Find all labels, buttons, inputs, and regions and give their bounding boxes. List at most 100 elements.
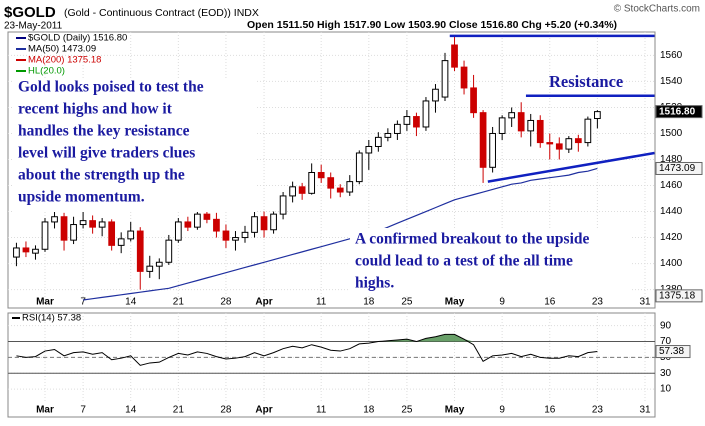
y-tick-label: 90 — [660, 320, 672, 331]
x-tick-label: 25 — [401, 297, 413, 308]
annotation-text: highs. — [355, 275, 394, 292]
candle-body — [127, 230, 135, 240]
candle-body — [146, 265, 154, 272]
candle-body — [498, 117, 506, 134]
y-tick-label: 1460 — [660, 180, 683, 191]
candle-body — [22, 247, 30, 253]
candle-body — [355, 152, 363, 183]
last-value-box — [655, 161, 703, 175]
candle-body — [517, 112, 525, 132]
candle-body — [441, 60, 449, 98]
candle-body — [555, 143, 563, 150]
candle-body — [270, 213, 277, 231]
x-tick-label: May — [445, 405, 465, 416]
legend-label: HL(20.0) — [28, 66, 65, 77]
candle-body — [13, 247, 20, 258]
x-tick-label: 18 — [363, 405, 375, 416]
x-tick-label: 28 — [220, 297, 232, 308]
last-value-label: 1375.18 — [659, 291, 696, 302]
x-tick-label: 23 — [592, 405, 604, 416]
last-value-label: 57.38 — [659, 346, 684, 357]
last-value-box — [655, 105, 703, 119]
trendline — [487, 151, 655, 183]
x-tick-label: 7 — [80, 297, 86, 308]
x-tick-label: 21 — [173, 297, 185, 308]
candle-body — [508, 112, 516, 119]
x-tick-label: Mar — [36, 297, 54, 308]
annotation-text: about the strength up the — [18, 167, 185, 184]
y-tick-label: 30 — [660, 368, 672, 379]
x-tick-label: 7 — [80, 405, 86, 416]
annotation-text: upside momentum. — [18, 189, 145, 206]
annotation-text: Gold looks poised to test the — [18, 79, 204, 96]
annotation-box — [350, 228, 632, 294]
candle-body — [70, 224, 77, 241]
y-tick-label: 1560 — [660, 50, 683, 61]
candle-body — [479, 112, 487, 168]
candle-body — [346, 181, 354, 193]
candle-body — [203, 213, 211, 220]
x-tick-label: Mar — [36, 405, 54, 416]
ma-line — [83, 167, 598, 301]
annotation-text: A confirmed breakout to the upside — [355, 231, 589, 248]
candle-body — [60, 216, 68, 241]
x-tick-label: 16 — [544, 297, 556, 308]
annotation-text: handles the key resistance — [18, 123, 190, 140]
x-tick-label: Apr — [255, 297, 272, 308]
candle-body — [136, 230, 144, 272]
annotation-text: level will give traders clues — [18, 145, 195, 162]
candle-body — [394, 123, 401, 134]
y-tick-label: 1540 — [660, 76, 683, 87]
legend-label: MA(50) 1473.09 — [28, 44, 96, 55]
candle-body — [89, 220, 96, 228]
candle-body — [194, 213, 201, 228]
candle-body — [413, 116, 420, 128]
rsi-panel — [7, 312, 656, 418]
y-tick-label: 70 — [660, 336, 672, 347]
candle-body — [451, 44, 458, 68]
candle-body — [41, 221, 49, 250]
candle-body — [584, 118, 592, 144]
x-tick-label: 16 — [544, 405, 556, 416]
candle-body — [308, 172, 316, 194]
candle-body — [298, 186, 306, 194]
candle-body — [594, 111, 601, 120]
legend-label: $GOLD (Daily) 1516.80 — [28, 33, 127, 44]
candle-body — [222, 230, 230, 241]
candle-body — [336, 187, 344, 193]
x-tick-label: 23 — [592, 297, 604, 308]
x-tick-label: 28 — [220, 405, 232, 416]
legend-label: MA(200) 1375.18 — [28, 55, 101, 66]
candle-body — [384, 132, 392, 138]
candle-body — [98, 221, 106, 228]
candle-body — [155, 261, 163, 267]
x-tick-label: 25 — [401, 405, 413, 416]
rsi-line — [16, 333, 598, 366]
x-tick-label: 14 — [125, 297, 137, 308]
y-tick-label: 1420 — [660, 232, 683, 243]
candle-body — [165, 239, 173, 263]
candle-body — [79, 220, 87, 226]
candle-body — [432, 88, 439, 102]
candle-body — [489, 132, 496, 168]
candle-body — [289, 186, 296, 197]
y-tick-label: 1440 — [660, 206, 683, 217]
candle-body — [574, 138, 582, 144]
last-value-box — [655, 345, 691, 359]
candle-body — [32, 248, 39, 254]
x-tick-label: May — [445, 297, 465, 308]
candle-body — [527, 119, 535, 132]
candle-body — [174, 221, 182, 241]
x-tick-label: 11 — [316, 297, 327, 308]
y-tick-label: 1400 — [660, 258, 683, 269]
x-tick-label: Apr — [255, 405, 272, 416]
candle-body — [251, 216, 258, 233]
candle-body — [460, 66, 468, 89]
x-tick-label: 11 — [316, 405, 327, 416]
x-tick-label: 31 — [639, 405, 651, 416]
copyright: © StockCharts.com — [614, 4, 700, 15]
candle-body — [546, 142, 554, 145]
y-tick-label: 10 — [660, 384, 672, 395]
x-tick-label: 14 — [125, 405, 137, 416]
